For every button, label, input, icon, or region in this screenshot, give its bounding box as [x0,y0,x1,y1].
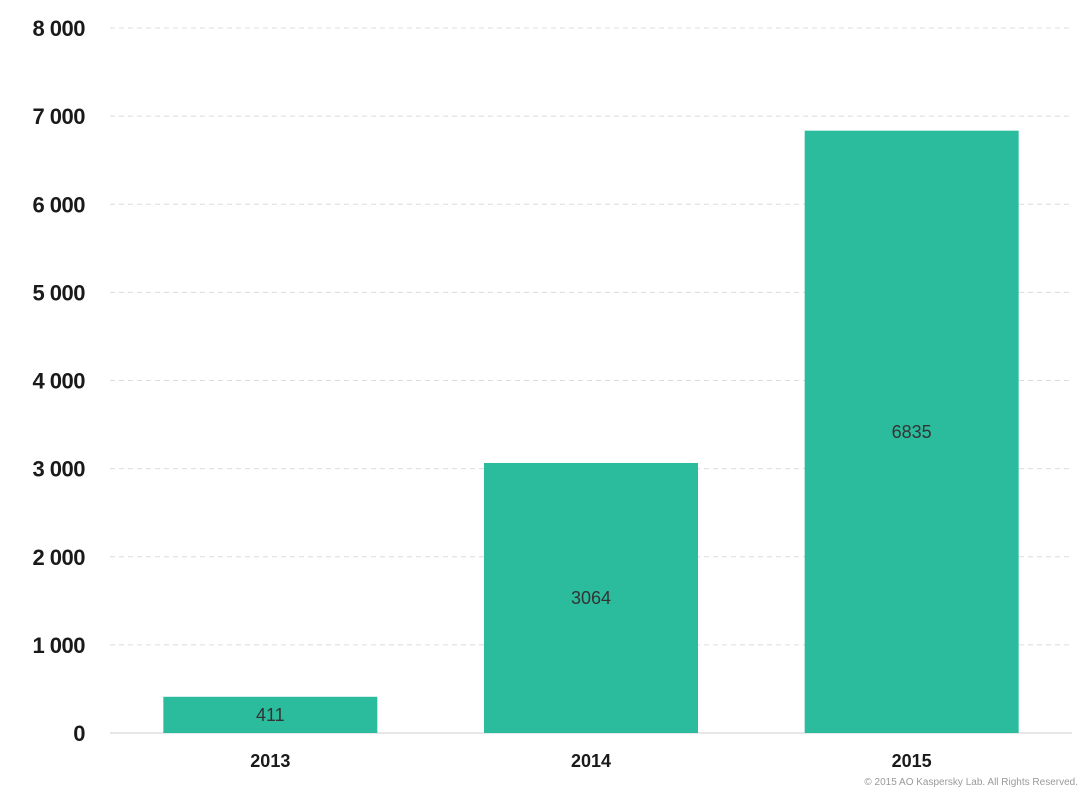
y-tick-label: 0 [73,721,85,746]
y-tick-label: 8 000 [32,16,85,41]
y-tick-label: 4 000 [32,369,85,394]
copyright-notice: © 2015 AO Kaspersky Lab. All Rights Rese… [864,777,1078,788]
y-tick-label: 2 000 [32,545,85,570]
x-tick-label: 2015 [892,751,932,771]
y-tick-label: 1 000 [32,633,85,658]
bar-2013 [163,696,378,733]
y-tick-label: 6 000 [32,192,85,217]
y-tick-label: 5 000 [32,280,85,305]
x-tick-label: 2014 [571,751,611,771]
data-labels: 411 3064 6835 [256,422,932,725]
y-tick-label: 7 000 [32,104,85,129]
data-label-2014: 3064 [571,588,611,608]
data-label-2015: 6835 [892,422,932,442]
x-tick-label: 2013 [250,751,290,771]
bars [163,130,1019,733]
bar-2014 [484,462,698,733]
bar-2015 [804,130,1019,733]
x-axis-ticks: 2013 2014 2015 [250,751,931,771]
data-label-2013: 411 [256,705,285,725]
y-axis-ticks: 0 1 000 2 000 3 000 4 000 5 000 6 000 7 000 8 00… [32,16,85,746]
y-tick-label: 3 000 [32,457,85,482]
